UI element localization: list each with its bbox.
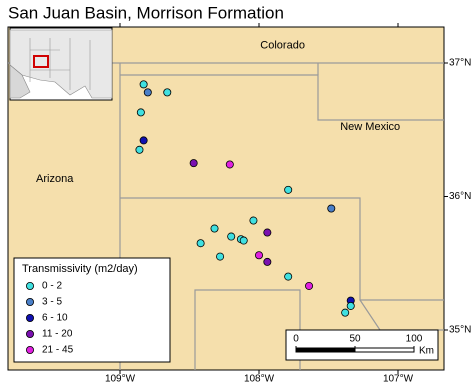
legend-label: 6 - 10 — [42, 313, 68, 324]
well-point — [305, 281, 314, 290]
scale-unit: Km — [419, 346, 434, 357]
well-point — [139, 80, 148, 89]
points — [135, 80, 355, 317]
inset-borders — [29, 38, 91, 90]
legend-box — [13, 257, 171, 363]
legend-swatch — [25, 329, 34, 338]
inset-map — [9, 27, 113, 101]
well-point — [216, 252, 225, 261]
legend-label: 11 - 20 — [42, 329, 73, 340]
well-point — [163, 88, 172, 97]
well-point — [210, 224, 219, 233]
well-point — [341, 308, 350, 317]
well-point — [249, 216, 258, 225]
lat-label: 37°N — [449, 58, 471, 69]
legend-swatch — [25, 297, 34, 306]
scale-label: 100 — [406, 334, 423, 345]
well-point — [239, 236, 248, 245]
inset-extent — [33, 55, 49, 68]
legend-label: 0 - 2 — [42, 281, 62, 292]
well-point — [327, 204, 336, 213]
state-label: Colorado — [260, 40, 305, 52]
legend-swatch — [25, 313, 34, 322]
state-label: New Mexico — [340, 121, 400, 133]
scale-bar-fill — [296, 348, 355, 352]
county-border — [120, 197, 444, 301]
scale-label: 50 — [349, 334, 361, 345]
map-title: San Juan Basin, Morrison Formation — [8, 3, 284, 22]
well-point — [284, 272, 293, 281]
legend-label: 21 - 45 — [42, 345, 74, 356]
well-point — [227, 232, 236, 241]
well-point — [139, 136, 148, 145]
lon-label: 107°W — [383, 374, 414, 385]
well-point — [284, 185, 293, 194]
well-point — [136, 108, 145, 117]
well-point — [254, 251, 263, 260]
inset-mexico — [9, 64, 31, 99]
legend-label: 3 - 5 — [42, 297, 62, 308]
lon-label: 109°W — [105, 374, 136, 385]
legend-swatch — [25, 345, 34, 354]
well-point — [196, 239, 205, 248]
well-point — [225, 160, 234, 169]
scale-box — [285, 329, 439, 361]
legend-title: Transmissivity (m2/day) — [22, 263, 138, 275]
well-point — [189, 159, 198, 168]
county-border — [120, 74, 444, 121]
well-point — [143, 88, 152, 97]
scale-label: 0 — [293, 334, 299, 345]
well-point — [135, 145, 144, 154]
legend-swatch — [25, 281, 34, 290]
state-label: Arizona — [36, 173, 74, 185]
lon-label: 108°W — [244, 374, 275, 385]
lat-label: 36°N — [449, 191, 471, 202]
lat-label: 35°N — [449, 325, 471, 336]
well-point — [346, 301, 355, 310]
well-point — [263, 257, 272, 266]
well-point — [263, 228, 272, 237]
